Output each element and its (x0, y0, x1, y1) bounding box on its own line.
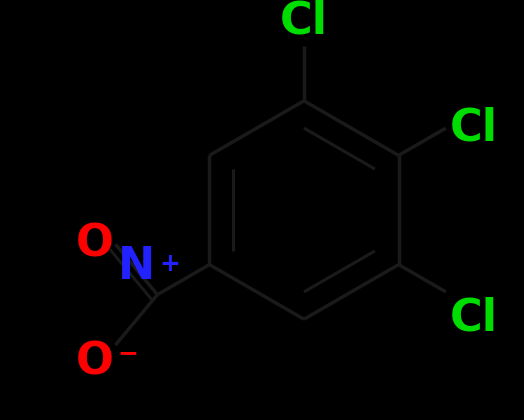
Text: O: O (75, 341, 113, 384)
Text: Cl: Cl (450, 296, 498, 339)
Text: Cl: Cl (450, 107, 498, 150)
Text: −: − (117, 341, 138, 365)
Text: Cl: Cl (280, 0, 328, 42)
Text: +: + (159, 252, 180, 276)
Text: O: O (75, 223, 113, 266)
Text: N: N (118, 245, 155, 288)
